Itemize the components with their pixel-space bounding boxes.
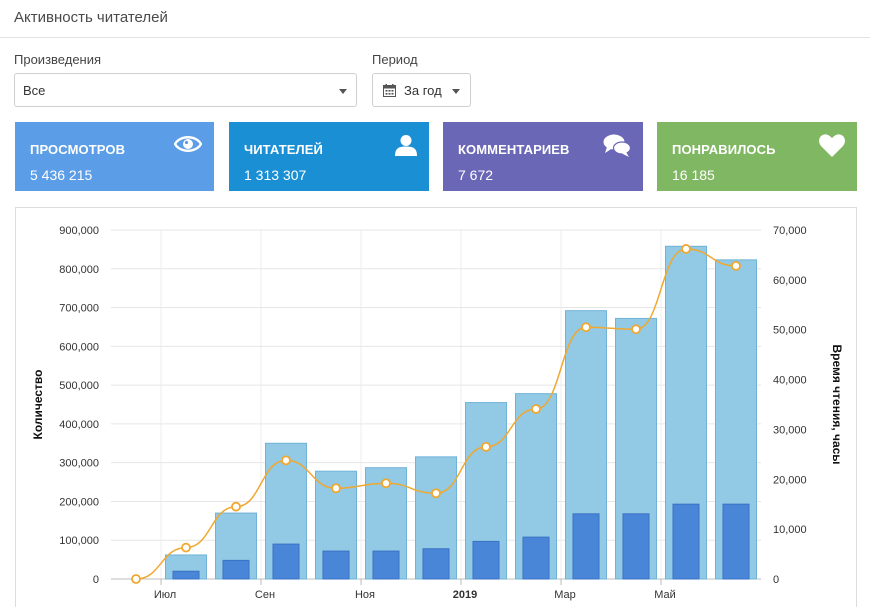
x-tick-label: Сен — [255, 589, 275, 601]
reading-time-point — [681, 244, 691, 254]
period-select[interactable]: За год — [372, 73, 471, 107]
bar-dark — [472, 540, 500, 580]
y-right-tick-label: 20,000 — [773, 474, 807, 486]
reading-time-point — [531, 404, 541, 414]
bar-dark — [372, 550, 400, 580]
y-tick-label: 300,000 — [59, 458, 99, 470]
y-tick-label: 200,000 — [59, 496, 99, 508]
comments-card: КОММЕНТАРИЕВ 7 672 — [443, 122, 643, 191]
bar-dark — [222, 559, 250, 580]
y-right-tick-label: 40,000 — [773, 375, 807, 387]
works-select[interactable]: Все — [14, 73, 357, 107]
views-card-label: ПРОСМОТРОВ — [30, 142, 126, 157]
chevron-down-icon — [452, 89, 460, 94]
y-tick-label: 0 — [93, 574, 99, 586]
works-filter-label: Произведения — [14, 52, 102, 67]
chevron-down-icon — [339, 89, 347, 94]
y-right-tick-label: 70,000 — [773, 225, 807, 237]
bar-dark — [722, 503, 750, 580]
calendar-icon — [383, 84, 396, 97]
y-axis-title: Количество — [31, 370, 45, 440]
y-tick-label: 500,000 — [59, 380, 99, 392]
y-tick-label: 600,000 — [59, 341, 99, 353]
y-right-tick-label: 0 — [773, 574, 779, 586]
readers-card-label: ЧИТАТЕЛЕЙ — [244, 142, 323, 157]
works-select-value: Все — [23, 83, 46, 98]
reading-time-point — [481, 441, 491, 452]
comments-card-value: 7 672 — [458, 167, 494, 183]
bar-dark — [272, 543, 300, 580]
bar-dark — [572, 513, 600, 580]
likes-card-value: 16 185 — [672, 167, 715, 183]
readers-card-value: 1 313 307 — [244, 167, 307, 183]
reading-time-point — [331, 483, 341, 494]
bar-dark — [172, 570, 200, 580]
comments-card-label: КОММЕНТАРИЕВ — [458, 142, 570, 157]
user-icon — [395, 135, 417, 156]
reading-time-point — [631, 324, 641, 335]
eye-icon — [174, 136, 202, 152]
page-title: Активность читателей — [14, 9, 168, 26]
reading-time-point — [131, 574, 141, 584]
activity-chart: 0 100,000 200,000 300,000 400,000 500,000 600,… — [15, 207, 857, 607]
period-select-value: За год — [404, 83, 442, 98]
reading-time-point — [281, 455, 291, 466]
readers-card: ЧИТАТЕЛЕЙ 1 313 307 — [229, 122, 429, 191]
period-filter-label: Период — [372, 52, 418, 67]
reading-time-point — [431, 488, 441, 499]
reading-time-point — [381, 478, 391, 489]
x-tick-label: 2019 — [453, 589, 477, 601]
reading-time-point — [231, 501, 241, 512]
y-tick-label: 700,000 — [59, 303, 99, 315]
y-right-tick-label: 10,000 — [773, 524, 807, 536]
heart-icon — [819, 134, 845, 157]
x-tick-label: Ноя — [355, 589, 375, 601]
bar-dark — [672, 503, 700, 580]
views-card: ПРОСМОТРОВ 5 436 215 — [15, 122, 214, 191]
x-tick-label: Июл — [154, 589, 176, 601]
bar-dark — [322, 550, 350, 580]
comments-icon — [603, 134, 631, 157]
y-right-axis-title: Время чтения, часы — [830, 344, 844, 464]
reading-time-point — [581, 322, 591, 333]
bar-dark — [522, 536, 550, 580]
reading-time-point — [731, 260, 741, 271]
x-tick-label: Май — [654, 589, 676, 601]
x-tick-label: Мар — [554, 589, 576, 601]
y-tick-label: 800,000 — [59, 264, 99, 276]
reading-time-point — [181, 542, 191, 553]
views-card-value: 5 436 215 — [30, 167, 93, 183]
page-header: Активность читателей — [0, 0, 870, 38]
likes-card-label: ПОНРАВИЛОСЬ — [672, 142, 776, 157]
y-right-tick-label: 30,000 — [773, 424, 807, 436]
bar-dark — [622, 513, 650, 580]
likes-card: ПОНРАВИЛОСЬ 16 185 — [657, 122, 857, 191]
y-tick-label: 400,000 — [59, 419, 99, 431]
y-right-tick-label: 50,000 — [773, 325, 807, 337]
bar-dark — [422, 548, 450, 580]
y-right-tick-label: 60,000 — [773, 275, 807, 287]
activity-chart-svg: 0 100,000 200,000 300,000 400,000 500,000 600,… — [31, 225, 844, 601]
y-tick-label: 900,000 — [59, 225, 99, 237]
y-tick-label: 100,000 — [59, 535, 99, 547]
